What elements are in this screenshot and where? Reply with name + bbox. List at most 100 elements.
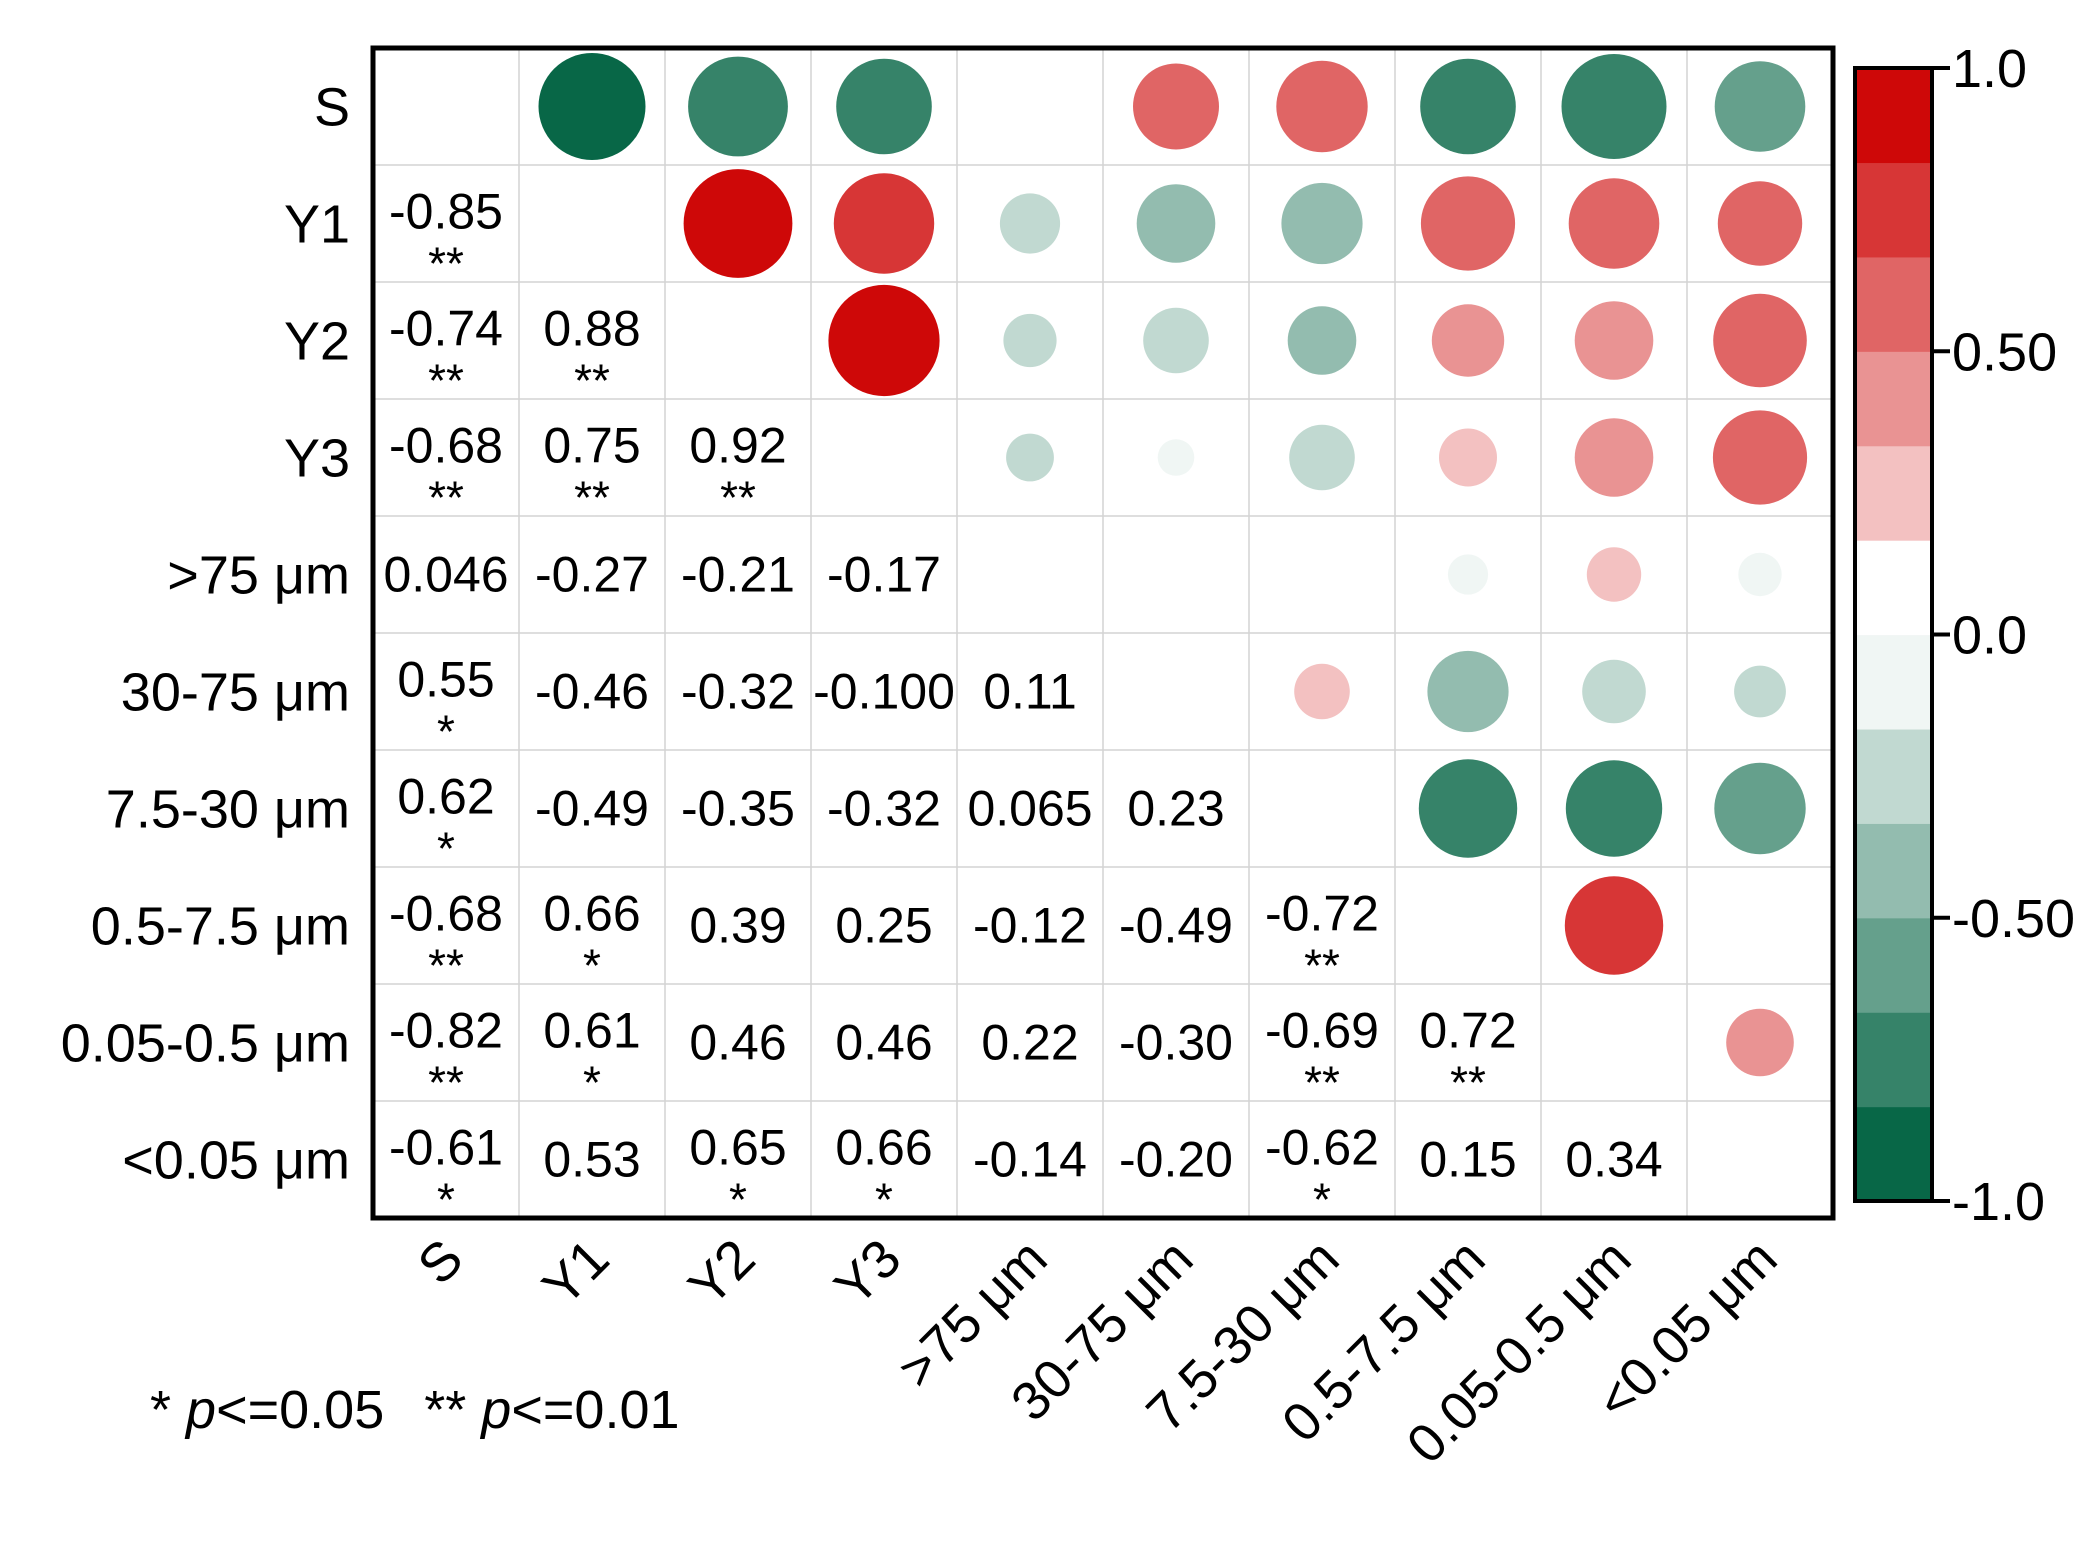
sig-stars-y2-y1: **	[574, 355, 610, 407]
colorbar-bin	[1855, 1106, 1932, 1202]
corr-circle-gt-75-um-lt-0p05-um	[1738, 552, 1782, 597]
corr-circle-gt-75-um-0p05-0p5-um	[1586, 547, 1642, 602]
sig-stars-lt-0p05-um-y3: *	[875, 1174, 893, 1226]
corr-circle-y1-30-75-um	[1136, 184, 1216, 263]
coef-label-0p05-0p5-um-30-75-um: -0.30	[1119, 1015, 1233, 1071]
coef-label-0p5-7p5-um-s: -0.68	[389, 886, 503, 942]
significance-footnote: * p<=0.05 ** p<=0.01	[150, 1380, 680, 1440]
coef-label-7p5-30-um-y2: -0.35	[681, 781, 795, 837]
coef-label-y3-y2: 0.92	[689, 418, 786, 474]
coef-label-0p5-7p5-um-y1: 0.66	[543, 886, 640, 942]
corr-circle-30-75-um-0p05-0p5-um	[1582, 659, 1646, 724]
row-label-0p5-7p5-um: 0.5-7.5 μm	[91, 897, 350, 957]
coef-label-0p05-0p5-um-0p5-7p5-um: 0.72	[1419, 1003, 1516, 1059]
corr-circle-y2-30-75-um	[1143, 307, 1209, 374]
sig-stars-lt-0p05-um-s: *	[437, 1174, 455, 1226]
corr-circle-s-30-75-um	[1133, 63, 1219, 150]
sig-stars-7p5-30-um-s: *	[437, 823, 455, 875]
coef-label-0p05-0p5-um-gt-75-um: 0.22	[981, 1015, 1078, 1071]
colorbar-tick-label: 0.0	[1952, 606, 2027, 666]
coef-label-7p5-30-um-30-75-um: 0.23	[1127, 781, 1224, 837]
coef-label-gt-75-um-y3: -0.17	[827, 547, 941, 603]
coef-label-gt-75-um-y2: -0.21	[681, 547, 795, 603]
coef-label-y3-y1: 0.75	[543, 418, 640, 474]
coef-label-0p5-7p5-um-y2: 0.39	[689, 898, 786, 954]
coef-label-gt-75-um-s: 0.046	[383, 547, 508, 603]
corr-circle-y2-y3	[828, 284, 940, 397]
row-label-y1: Y1	[284, 195, 350, 255]
sig-stars-0p5-7p5-um-y1: *	[583, 940, 601, 992]
single-star-threshold: <=0.05	[216, 1380, 384, 1440]
corr-circle-s-0p05-0p5-um	[1561, 54, 1667, 159]
corr-circle-s-y1	[538, 53, 646, 160]
corr-circle-y3-30-75-um	[1157, 439, 1195, 476]
sig-stars-30-75-um-s: *	[437, 706, 455, 758]
corr-circle-7p5-30-um-lt-0p05-um	[1714, 762, 1806, 855]
coef-label-y2-s: -0.74	[389, 301, 503, 357]
corr-circle-y1-0p05-0p5-um	[1568, 178, 1660, 269]
double-star-threshold: <=0.01	[511, 1380, 679, 1440]
row-label-lt-0p05-um: <0.05 μm	[122, 1131, 350, 1191]
sig-stars-y2-s: **	[428, 355, 464, 407]
corr-circle-0p05-0p5-um-lt-0p05-um	[1726, 1008, 1794, 1077]
coef-label-7p5-30-um-y3: -0.32	[827, 781, 941, 837]
row-labels: S Y1 Y2 Y3 >75 μm 30-75 μm 7.5-30 μm 0.5-7.5 μm…	[61, 78, 350, 1191]
colorbar-tick-label: -1.0	[1952, 1172, 2045, 1232]
coef-label-7p5-30-um-y1: -0.49	[535, 781, 649, 837]
coef-label-lt-0p05-um-0p5-7p5-um: 0.15	[1419, 1132, 1516, 1188]
p-symbol-1: p	[184, 1380, 216, 1440]
corr-circle-y2-lt-0p05-um	[1713, 293, 1807, 388]
corr-circle-s-gt-75-um	[1017, 94, 1043, 119]
coef-label-y2-y1: 0.88	[543, 301, 640, 357]
coef-label-y3-s: -0.68	[389, 418, 503, 474]
coef-label-0p05-0p5-um-y3: 0.46	[835, 1015, 932, 1071]
p-symbol-2: p	[479, 1380, 511, 1440]
corr-circle-0p5-7p5-um-lt-0p05-um	[1737, 903, 1783, 948]
corr-circle-y1-y2	[683, 169, 793, 278]
coef-label-lt-0p05-um-y2: 0.65	[689, 1120, 786, 1176]
row-label-y3: Y3	[284, 429, 350, 489]
sig-stars-0p05-0p5-um-7p5-30-um: **	[1304, 1057, 1340, 1109]
coef-label-0p5-7p5-um-y3: 0.25	[835, 898, 932, 954]
sig-stars-0p05-0p5-um-y1: *	[583, 1057, 601, 1109]
coef-label-gt-75-um-y1: -0.27	[535, 547, 649, 603]
corr-circle-s-lt-0p05-um	[1714, 61, 1806, 152]
sig-stars-y3-s: **	[428, 472, 464, 524]
corr-circle-7p5-30-um-0p05-0p5-um	[1565, 760, 1663, 857]
coef-label-0p5-7p5-um-7p5-30-um: -0.72	[1265, 886, 1379, 942]
colorbar-bin	[1855, 445, 1932, 541]
sig-stars-0p5-7p5-um-7p5-30-um: **	[1304, 940, 1340, 992]
corr-circle-y3-0p5-7p5-um	[1439, 428, 1497, 487]
coef-label-lt-0p05-um-7p5-30-um: -0.62	[1265, 1120, 1379, 1176]
corr-circle-y2-0p05-0p5-um	[1574, 301, 1654, 380]
colorbar-bin	[1855, 256, 1932, 352]
colorbar-bin	[1855, 823, 1932, 919]
sig-stars-y1-s: **	[428, 238, 464, 290]
coef-label-0p05-0p5-um-7p5-30-um: -0.69	[1265, 1003, 1379, 1059]
colorbar-bin	[1855, 917, 1932, 1013]
corr-circle-y1-lt-0p05-um	[1717, 181, 1803, 266]
colorbar-bin	[1855, 1012, 1932, 1108]
coef-label-lt-0p05-um-gt-75-um: -0.14	[973, 1132, 1087, 1188]
row-label-7p5-30-um: 7.5-30 μm	[106, 780, 350, 840]
colorbar-tick-label: 1.0	[1952, 39, 2027, 99]
corr-circle-0p5-7p5-um-0p05-0p5-um	[1564, 876, 1664, 975]
corr-circle-y1-gt-75-um	[999, 193, 1061, 254]
double-star-symbol: **	[424, 1380, 481, 1440]
corr-circle-30-75-um-0p5-7p5-um	[1427, 650, 1509, 733]
sig-stars-y3-y1: **	[574, 472, 610, 524]
sig-stars-0p05-0p5-um-0p5-7p5-um: **	[1450, 1057, 1486, 1109]
corr-circle-gt-75-um-0p5-7p5-um	[1447, 554, 1489, 595]
coef-label-30-75-um-gt-75-um: 0.11	[983, 664, 1077, 720]
sig-stars-0p05-0p5-um-s: **	[428, 1057, 464, 1109]
coef-label-y1-s: -0.85	[389, 184, 503, 240]
matrix-grid	[373, 48, 1833, 1218]
coef-label-0p05-0p5-um-s: -0.82	[389, 1003, 503, 1059]
corr-circle-gt-75-um-7p5-30-um	[1307, 559, 1337, 590]
corr-circle-y1-y3	[833, 173, 935, 274]
coef-label-lt-0p05-um-30-75-um: -0.20	[1119, 1132, 1233, 1188]
corr-circle-y3-lt-0p05-um	[1712, 410, 1808, 505]
colorbar-bin	[1855, 728, 1932, 824]
sig-stars-lt-0p05-um-y2: *	[729, 1174, 747, 1226]
